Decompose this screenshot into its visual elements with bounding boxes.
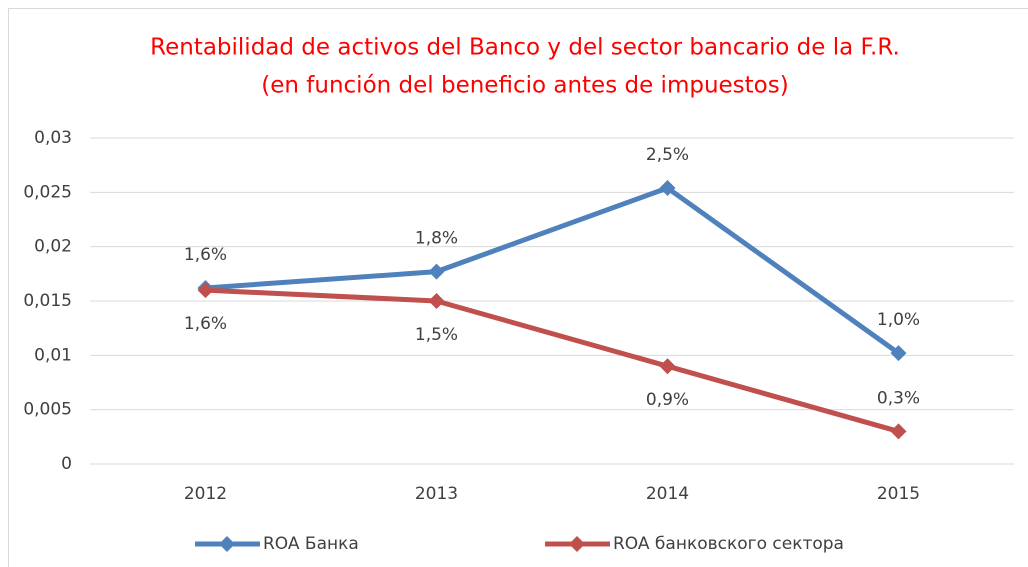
data-point	[659, 179, 676, 196]
legend-marker	[219, 536, 235, 552]
y-tick-label: 0,025	[23, 182, 72, 202]
y-tick-label: 0,015	[23, 291, 72, 311]
y-tick-label: 0,03	[34, 128, 72, 148]
data-point	[428, 293, 445, 309]
data-point	[428, 263, 445, 280]
x-tick-label: 2015	[877, 484, 920, 504]
data-label: 1,6%	[184, 314, 227, 334]
data-label: 0,3%	[877, 388, 920, 408]
y-tick-label: 0,005	[23, 400, 72, 420]
data-point	[890, 423, 907, 440]
legend-label: ROA Банка	[263, 534, 359, 554]
data-point	[890, 345, 907, 362]
data-label: 0,9%	[646, 390, 689, 410]
data-label: 2,5%	[646, 145, 689, 165]
y-tick-label: 0	[61, 454, 72, 474]
data-point	[197, 282, 214, 299]
series-line	[205, 287, 900, 434]
data-label: 1,0%	[877, 310, 920, 330]
data-label: 1,8%	[415, 229, 458, 249]
chart-frame	[8, 8, 1028, 567]
chart-title: Rentabilidad de activos del Banco y del …	[150, 35, 900, 61]
data-label: 1,5%	[415, 325, 458, 345]
x-tick-label: 2012	[184, 484, 227, 504]
data-point	[659, 358, 676, 375]
data-label: 1,6%	[184, 245, 227, 265]
y-tick-label: 0,02	[34, 237, 72, 257]
x-tick-label: 2013	[415, 484, 458, 504]
chart-subtitle: (en función del beneficio antes de impue…	[261, 73, 788, 99]
x-tick-label: 2014	[646, 484, 689, 504]
y-tick-label: 0,01	[34, 345, 72, 365]
legend-marker	[569, 536, 585, 552]
legend-label: ROA банковского сектора	[613, 534, 844, 554]
series-line	[205, 185, 900, 356]
